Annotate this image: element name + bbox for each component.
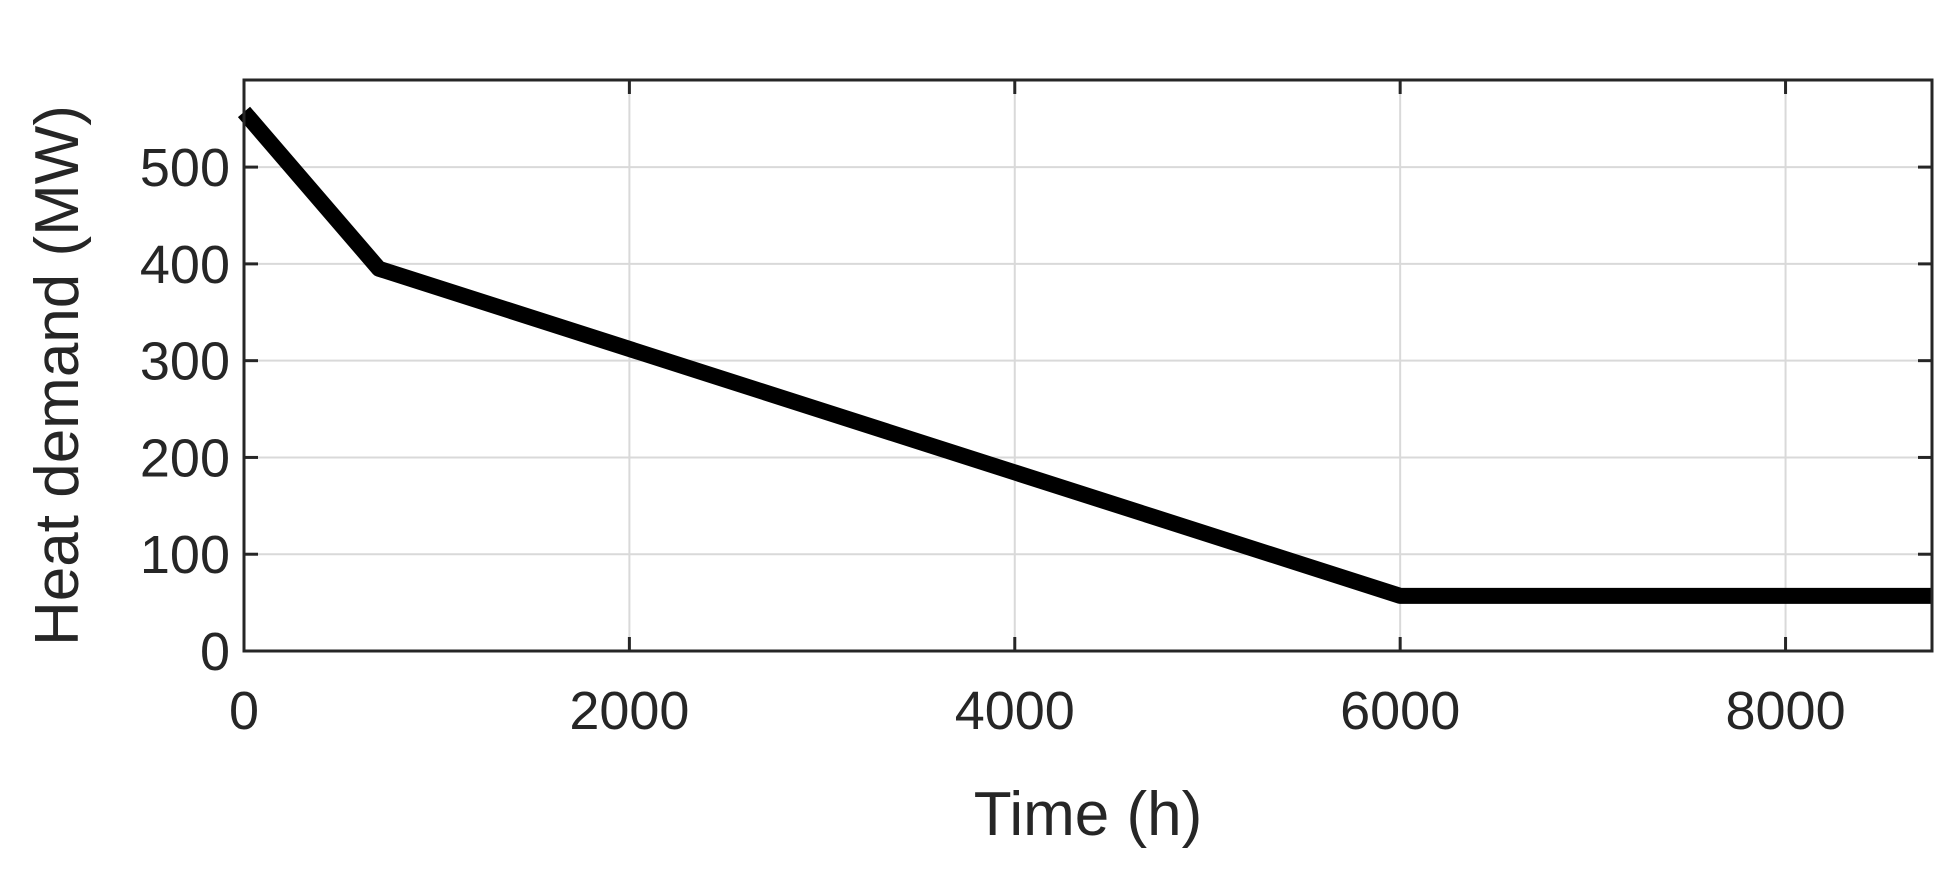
y-tick-label: 500 [140, 138, 230, 198]
y-tick-label: 200 [140, 428, 230, 488]
x-tick-label: 0 [229, 681, 259, 741]
series-line [237, 106, 1932, 604]
x-tick-label: 4000 [955, 681, 1075, 741]
y-axis-label: Heat demand (MW) [23, 105, 92, 646]
x-tick-label: 6000 [1340, 681, 1460, 741]
plot-frame [242, 78, 1934, 653]
x-tick-label: 2000 [569, 681, 689, 741]
series-layer [237, 106, 1932, 604]
axis-ticks [242, 80, 1932, 653]
y-tick-label: 100 [140, 525, 230, 585]
x-axis-label: Time (h) [974, 780, 1202, 849]
y-tick-label: 400 [140, 235, 230, 295]
y-tick-labels: 0 100 200 300 400 500 [140, 138, 230, 682]
x-tick-labels: 0 2000 4000 6000 8000 [229, 681, 1846, 741]
y-tick-label: 0 [200, 622, 230, 682]
x-tick-label: 8000 [1725, 681, 1845, 741]
y-tick-label: 300 [140, 332, 230, 392]
grid-lines [243, 80, 1932, 652]
